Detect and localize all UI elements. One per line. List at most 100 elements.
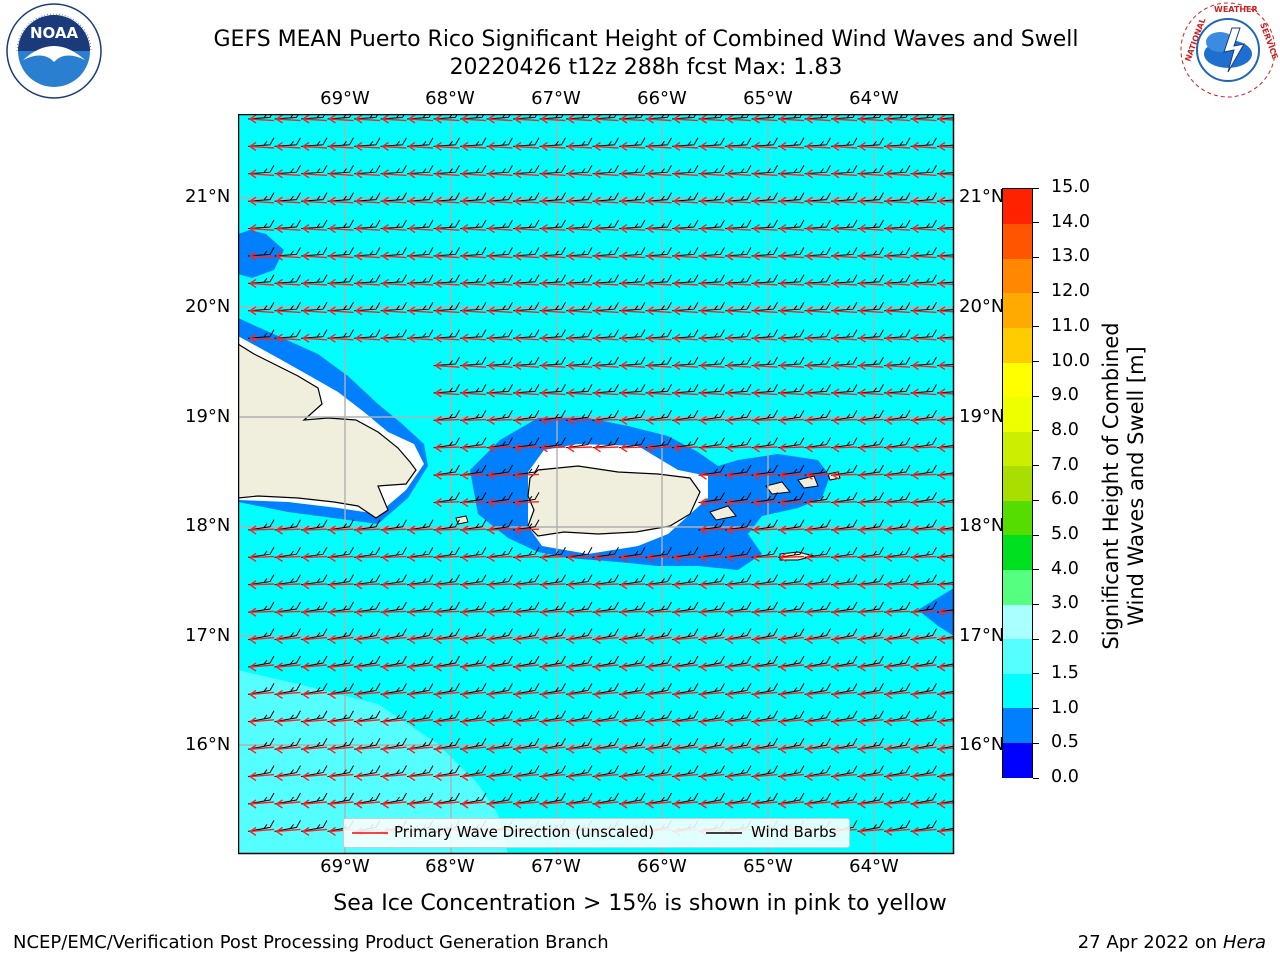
wave-direction-arrow: [938, 552, 954, 562]
wind-barb: [671, 219, 699, 230]
lat-label-left: 18°N: [185, 515, 231, 536]
wind-barb: [380, 792, 407, 805]
wave-direction-arrow: [276, 169, 301, 179]
wave-direction-arrow: [514, 607, 540, 617]
wind-barb: [380, 655, 407, 668]
wind-barb: [539, 274, 566, 284]
wave-direction-arrow: [779, 169, 805, 179]
wave-direction-arrow: [488, 498, 513, 508]
footer-date: 27 Apr 2022 on Hera: [1078, 932, 1266, 953]
wind-barb: [539, 301, 566, 312]
wave-direction-arrow: [408, 141, 434, 151]
noaa-logo-text: NOAA: [30, 24, 79, 42]
wave-direction-arrow: [673, 251, 699, 261]
wave-direction-arrow: [461, 333, 487, 343]
graticule: [238, 114, 954, 854]
wind-barb: [486, 329, 513, 339]
wave-direction-arrow: [514, 662, 540, 672]
wave-direction-arrow: [885, 224, 911, 234]
wind-barb: [565, 301, 593, 312]
wind-barb: [857, 492, 884, 504]
wave-direction-arrow: [673, 169, 699, 179]
wind-barb: [698, 164, 725, 175]
wind-barb: [751, 164, 778, 175]
wind-barb: [327, 329, 354, 339]
wind-barb: [512, 710, 540, 723]
wind-barb: [645, 655, 672, 668]
wind-barb: [592, 574, 619, 586]
wave-direction-arrow: [382, 169, 407, 179]
wind-barb: [698, 329, 725, 339]
wave-direction-arrow: [673, 607, 699, 617]
wind-barb: [671, 409, 699, 421]
wave-direction-arrow: [567, 224, 593, 234]
wind-barb: [565, 247, 593, 257]
wave-direction-arrow: [885, 141, 911, 151]
wave-direction-arrow: [753, 169, 778, 179]
wave-direction-arrow: [382, 552, 407, 562]
wave-direction-arrow: [541, 388, 566, 398]
wind-barb: [724, 274, 752, 284]
wind-barb: [459, 247, 487, 257]
wind-barb: [459, 519, 487, 531]
wind-barb: [857, 765, 884, 778]
wind-barb: [777, 519, 805, 531]
wind-barb: [592, 219, 619, 230]
wave-direction-arrow: [885, 826, 911, 836]
wave-direction-arrow: [488, 114, 513, 124]
wind-barb: [804, 274, 831, 284]
wave-direction-arrow: [885, 580, 911, 590]
wave-direction-arrow: [832, 141, 858, 151]
wind-barb: [539, 329, 566, 339]
wave-direction-arrow: [647, 251, 672, 261]
wave-direction-arrow: [753, 224, 778, 234]
wind-barb: [645, 765, 672, 778]
wind-barb: [247, 655, 275, 668]
wave-direction-arrow: [514, 470, 540, 480]
wind-barb: [274, 792, 301, 805]
wind-barb: [698, 519, 725, 531]
wave-direction-arrow: [541, 443, 566, 453]
wind-barb: [910, 137, 937, 147]
wave-direction-arrow: [700, 278, 725, 288]
wind-barb: [618, 164, 646, 175]
wave-direction-arrow: [832, 278, 858, 288]
wave-direction-arrow: [249, 635, 275, 645]
wind-barb: [804, 792, 831, 805]
wave-direction-arrow: [355, 772, 381, 782]
wave-direction-arrow: [647, 141, 672, 151]
wave-direction-arrow: [700, 114, 725, 124]
wave-direction-arrow: [461, 306, 487, 316]
wave-direction-arrow: [912, 580, 937, 590]
wave-direction-arrow: [567, 306, 593, 316]
wind-barb: [804, 601, 831, 613]
colorbar-tick-label: 3.0: [1051, 593, 1079, 614]
wind-barb: [645, 219, 672, 230]
wave-direction-arrow: [620, 799, 646, 809]
wind-barb: [724, 192, 752, 202]
wind-barb: [910, 219, 937, 230]
wave-direction-arrow: [302, 224, 328, 234]
wave-direction-arrow: [885, 415, 911, 425]
wind-barb: [247, 710, 275, 723]
wave-direction-arrow: [435, 717, 460, 727]
wave-direction-arrow: [329, 662, 354, 672]
wave-direction-arrow: [700, 635, 725, 645]
wind-barb: [300, 274, 328, 284]
wave-direction-arrow: [594, 772, 619, 782]
wave-direction-arrow: [700, 196, 725, 206]
wind-barb: [671, 437, 699, 449]
wave-direction-arrow: [673, 415, 699, 425]
footer-date-text: 27 Apr 2022 on: [1077, 932, 1223, 953]
wind-barb: [724, 601, 752, 613]
wave-direction-arrow: [514, 799, 540, 809]
wind-barb: [565, 164, 593, 175]
wave-direction-arrow: [700, 141, 725, 151]
wave-direction-arrow: [302, 552, 328, 562]
wind-barb: [274, 628, 301, 641]
wave-direction-arrow: [276, 635, 301, 645]
wave-direction-arrow: [859, 333, 884, 343]
colorbar-frame: [1002, 188, 1033, 778]
wind-barb: [459, 601, 487, 613]
wind-barb: [327, 301, 354, 312]
